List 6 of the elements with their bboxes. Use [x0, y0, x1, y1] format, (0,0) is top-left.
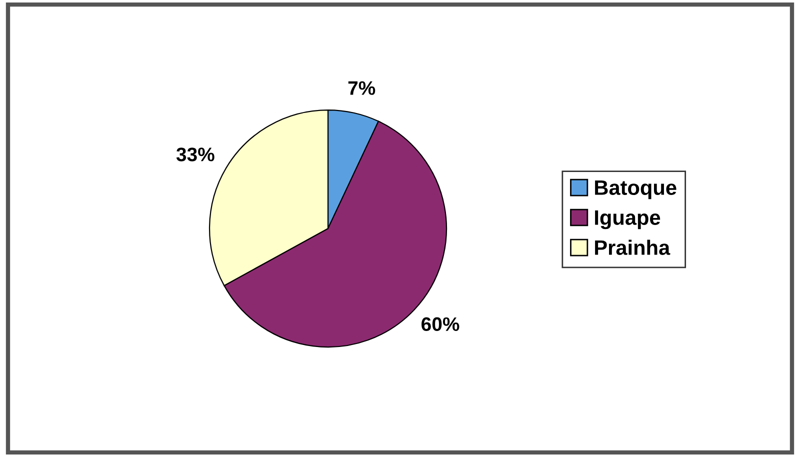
data-label: 60%	[422, 317, 460, 332]
legend-label: Batoque	[595, 180, 676, 200]
legend-label: Iguape	[595, 210, 660, 230]
data-label: 33%	[176, 148, 214, 162]
data-label: 7%	[348, 81, 376, 95]
legend-label: Prainha	[595, 240, 670, 255]
